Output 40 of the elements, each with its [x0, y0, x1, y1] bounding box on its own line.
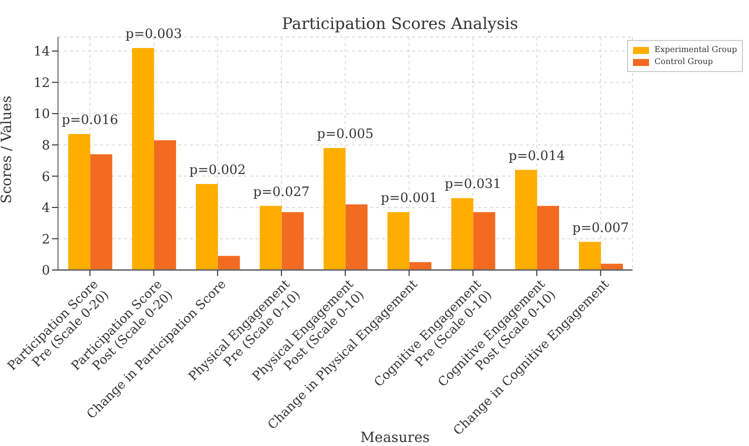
y-axis-title: Scores / Values — [0, 96, 15, 204]
bar — [387, 212, 410, 270]
y-tick-label: 14 — [33, 44, 50, 60]
legend-label: Control Group — [654, 56, 713, 68]
bar — [515, 170, 538, 270]
annotation: p=0.003 — [126, 26, 182, 42]
annotation: p=0.002 — [189, 162, 246, 178]
bar — [537, 206, 560, 270]
bar — [282, 212, 304, 270]
bar — [600, 264, 623, 270]
x-axis-title: Measures — [360, 430, 430, 446]
bar — [68, 134, 90, 270]
legend-label: Experimental Group — [654, 44, 737, 56]
annotation: p=0.027 — [253, 184, 310, 200]
y-tick-label: 8 — [42, 138, 50, 154]
bar — [154, 140, 176, 270]
chart-title: Participation Scores Analysis — [282, 14, 518, 33]
bar — [324, 148, 346, 270]
annotation: p=0.031 — [444, 177, 502, 192]
y-tick-label: 6 — [42, 170, 50, 185]
annotation: p=0.005 — [317, 127, 374, 142]
bar — [473, 212, 496, 270]
bar — [578, 242, 601, 270]
bar — [90, 154, 112, 270]
annotation: p=0.014 — [508, 148, 566, 164]
annotation: p=0.016 — [62, 112, 118, 128]
bar — [409, 262, 432, 270]
bar — [346, 204, 368, 270]
annotation: p=0.001 — [380, 191, 438, 206]
bar — [218, 256, 240, 270]
bar — [132, 48, 154, 270]
y-tick-label: 2 — [42, 232, 50, 248]
y-tick-label: 12 — [33, 76, 50, 91]
annotation: p=0.007 — [572, 220, 629, 236]
y-tick-label: 0 — [42, 264, 50, 279]
y-tick-label: 4 — [42, 201, 50, 216]
bar — [451, 198, 474, 270]
y-tick-label: 10 — [33, 107, 50, 122]
bar — [260, 206, 282, 270]
bar — [196, 184, 218, 270]
